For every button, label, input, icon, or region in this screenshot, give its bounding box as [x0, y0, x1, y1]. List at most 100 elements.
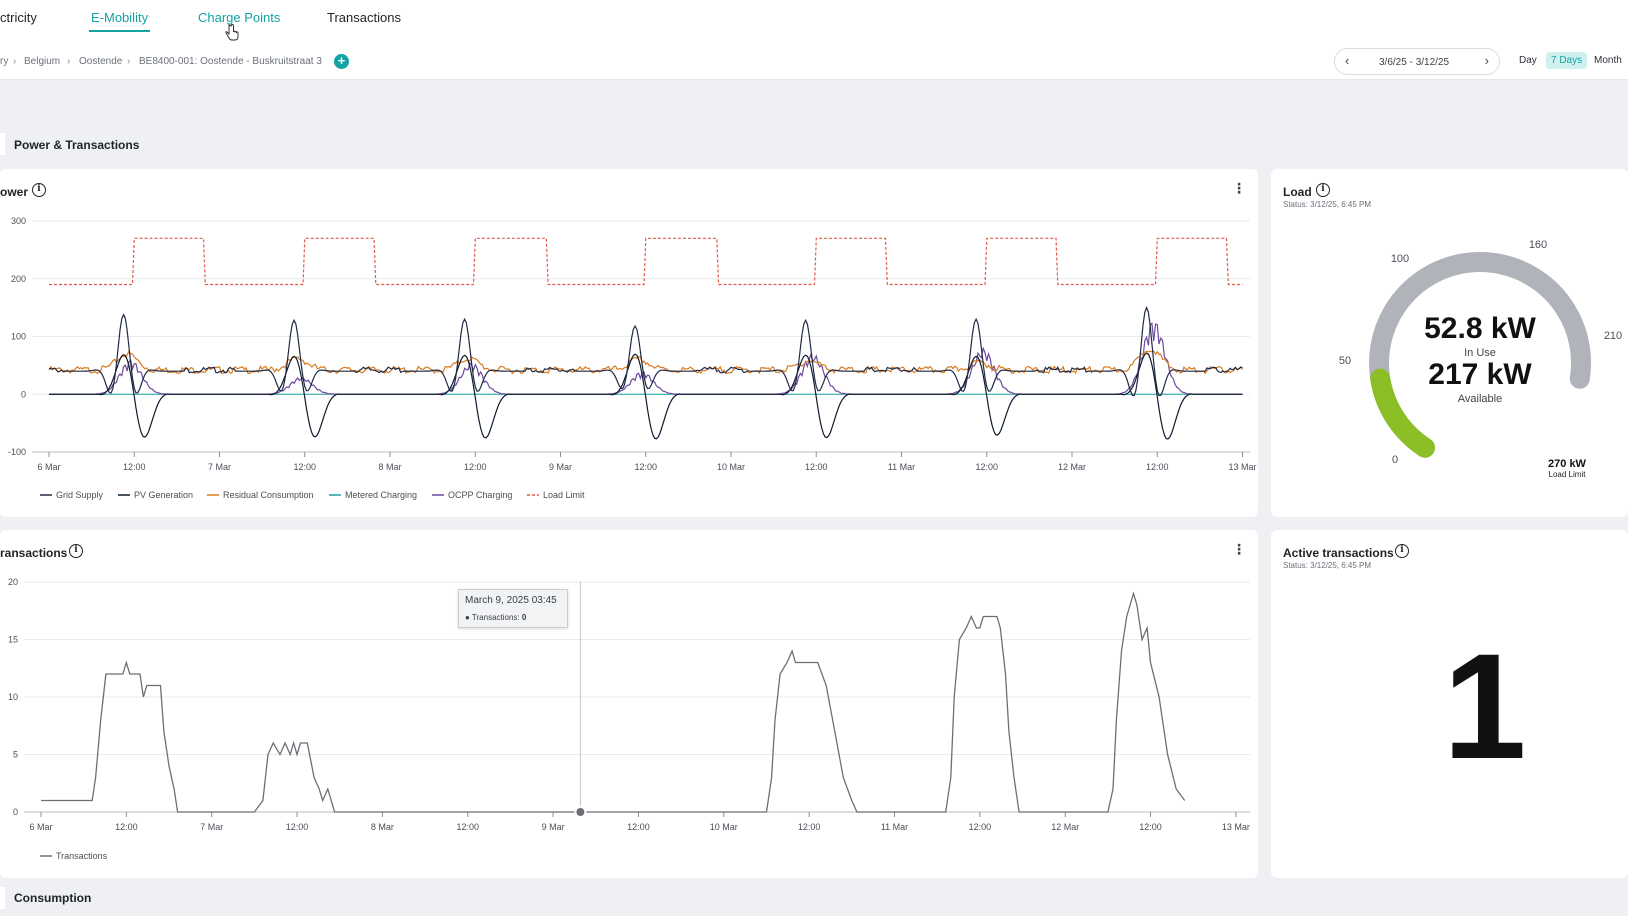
legend-label: OCPP Charging	[448, 490, 512, 500]
tab-electricity[interactable]: ctricity	[0, 10, 37, 25]
x-tick-label: 12:00	[805, 462, 828, 472]
load-limit-value: 270 kW	[1548, 458, 1586, 470]
chart-tooltip: March 9, 2025 03:45 ● Transactions: 0	[458, 589, 568, 628]
gauge-tick-label: 100	[1391, 253, 1409, 265]
breadcrumb-item[interactable]: ry	[0, 56, 9, 67]
x-tick-label: 12:00	[975, 462, 998, 472]
info-icon[interactable]: i	[1316, 183, 1330, 197]
gauge-readout: 52.8 kW In Use 217 kW Available	[1380, 312, 1580, 405]
y-tick-label: 0	[21, 389, 26, 399]
top-bar: ctricity E-Mobility Charge Points Transa…	[0, 0, 1628, 80]
legend-item: Transactions	[40, 851, 108, 861]
load-limit-label: Load Limit	[1548, 470, 1586, 479]
section-marker	[0, 887, 5, 909]
breadcrumb-item[interactable]: Oostende	[79, 56, 123, 67]
tab-charge-points[interactable]: Charge Points	[198, 10, 281, 25]
y-tick-label: 10	[8, 692, 18, 702]
hover-point	[574, 806, 587, 818]
series-line-load-limit	[49, 237, 1243, 286]
section-title-power-transactions: Power & Transactions	[14, 138, 140, 152]
x-tick-label: 6 Mar	[29, 822, 52, 832]
chevron-left-icon[interactable]: ‹	[1345, 53, 1350, 68]
tab-transactions[interactable]: Transactions	[327, 10, 401, 25]
power-chart: -100 0 100 200 300 6 Mar 12:00 7 Mar 12:00 8 Mar 1…	[8, 216, 1257, 500]
x-tick-label: 11 Mar	[881, 822, 908, 832]
gauge-tick-label: 0	[1392, 454, 1398, 466]
series-line-transactions	[41, 591, 1186, 813]
legend-item: OCPP Charging	[432, 490, 512, 500]
more-options-icon[interactable]: ⋮	[1232, 541, 1246, 557]
x-tick-label: 12:00	[464, 462, 487, 472]
x-tick-label: 10 Mar	[710, 822, 738, 832]
legend-label: Grid Supply	[56, 490, 104, 500]
x-tick-label: 8 Mar	[378, 462, 401, 472]
bullet-icon: ●	[465, 613, 472, 622]
y-tick-label: 300	[11, 216, 26, 226]
period-day-button[interactable]: Day	[1519, 55, 1537, 66]
info-icon[interactable]: i	[32, 183, 46, 197]
x-tick-label: 12:00	[1146, 462, 1169, 472]
x-tick-label: 12 Mar	[1058, 462, 1086, 472]
in-use-value: 52.8 kW	[1424, 312, 1536, 345]
legend-item: Metered Charging	[329, 490, 417, 500]
card-title: ransactions	[0, 546, 68, 560]
chevron-right-icon[interactable]: ›	[1484, 53, 1489, 68]
status-timestamp: Status: 3/12/25, 6:45 PM	[1283, 200, 1372, 209]
more-options-icon[interactable]: ⋮	[1232, 180, 1246, 196]
tooltip-value: 0	[521, 613, 527, 622]
available-label: Available	[1457, 393, 1503, 405]
breadcrumb-item[interactable]: Belgium	[24, 56, 61, 67]
active-transactions-count: 1	[1443, 622, 1527, 790]
x-tick-label: 7 Mar	[200, 822, 223, 832]
x-tick-label: 12:00	[798, 822, 821, 832]
transactions-chart: 0 5 10 15 20 6 Mar 12:00 7 Mar 12:00 8 Mar 12:00 9 …	[8, 577, 1250, 861]
add-button[interactable]: +	[334, 54, 349, 69]
power-card: ower i ⋮ -100 0 100 200 300 6 Mar 12:00 7 Mar 12…	[0, 169, 1258, 517]
x-tick-label: 11 Mar	[888, 462, 915, 472]
period-7days-button[interactable]: 7 Days	[1546, 52, 1588, 69]
legend-label: Metered Charging	[345, 490, 417, 500]
x-tick-label: 12:00	[456, 822, 479, 832]
load-card: Load i Status: 3/12/25, 6:45 PM 0 50 100 16…	[1271, 169, 1628, 517]
x-tick-label: 12:00	[293, 462, 316, 472]
series-line-residual-consumption	[48, 350, 1244, 375]
legend-item: Load Limit	[527, 490, 585, 500]
x-tick-label: 12:00	[115, 822, 138, 832]
section-marker	[0, 133, 5, 155]
active-transactions-card: Active transactions i Status: 3/12/25, 6…	[1271, 530, 1628, 878]
status-timestamp: Status: 3/12/25, 6:45 PM	[1283, 561, 1372, 570]
transactions-card: ransactions i ⋮ 0 5 10 15 20 6 Mar 12:00 7 Mar 1…	[0, 530, 1258, 878]
gauge-tick-label: 160	[1529, 239, 1547, 251]
info-icon[interactable]: i	[1395, 544, 1409, 558]
y-tick-label: 0	[13, 807, 18, 817]
section-title-consumption: Consumption	[14, 891, 92, 905]
gauge-tick-label: 50	[1339, 355, 1351, 367]
load-limit: 270 kW Load Limit	[1537, 458, 1597, 479]
x-tick-label: 6 Mar	[37, 462, 60, 472]
legend-label: Transactions	[56, 851, 108, 861]
date-range-picker: ‹ 3/6/25 - 3/12/25 ›	[1334, 48, 1500, 75]
y-tick-label: 100	[11, 332, 26, 342]
in-use-label: In Use	[1464, 347, 1496, 359]
series-line-grid-supply	[48, 305, 1243, 397]
x-tick-label: 12 Mar	[1051, 822, 1079, 832]
legend-item: PV Generation	[118, 490, 193, 500]
tooltip-title: March 9, 2025 03:45	[465, 595, 557, 606]
x-tick-label: 12:00	[1139, 822, 1162, 832]
y-tick-label: 5	[13, 750, 18, 760]
y-tick-label: 20	[8, 577, 18, 587]
cursor-icon	[225, 24, 239, 41]
x-tick-label: 13 Mar	[1228, 462, 1256, 472]
x-tick-label: 12:00	[123, 462, 146, 472]
breadcrumb-item-current: BE8400-001: Oostende - Buskruitstraat 3	[139, 56, 322, 67]
chevron-right-icon: ›	[127, 56, 131, 67]
period-month-button[interactable]: Month	[1594, 55, 1622, 66]
info-icon[interactable]: i	[69, 544, 83, 558]
date-range-value[interactable]: 3/6/25 - 3/12/25	[1379, 57, 1450, 68]
x-tick-label: 12:00	[627, 822, 650, 832]
gauge-tick-label: 210	[1604, 330, 1622, 342]
tab-e-mobility[interactable]: E-Mobility	[88, 10, 151, 32]
x-tick-label: 12:00	[634, 462, 657, 472]
card-title: ower	[0, 185, 29, 199]
chevron-right-icon: ›	[67, 56, 71, 67]
